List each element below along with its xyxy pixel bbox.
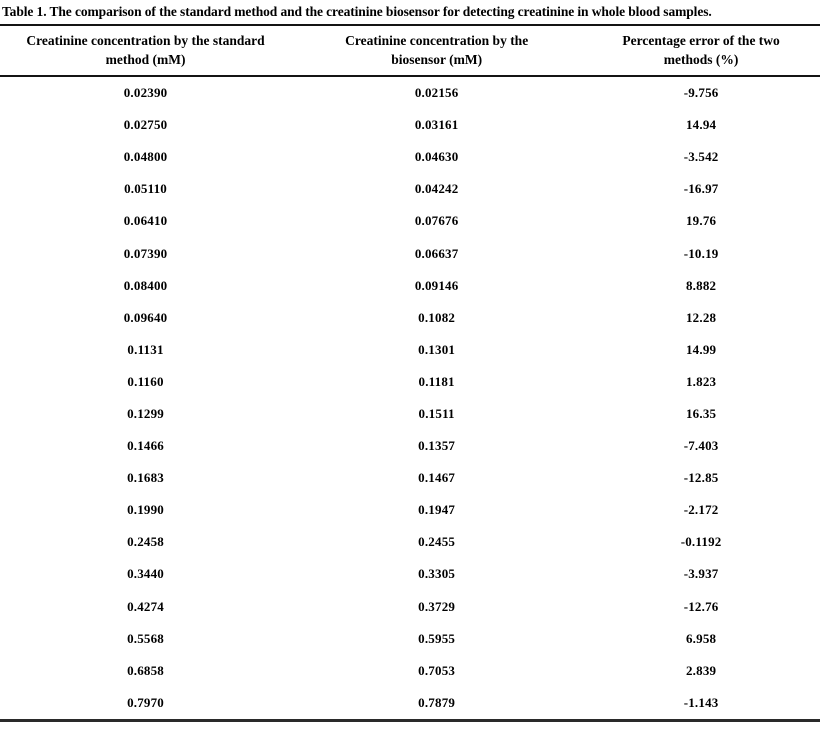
cell-percentage-error: -12.76: [683, 598, 719, 614]
table-row: 0.1299 0.1511 16.35: [0, 398, 820, 430]
table-row: 0.09640 0.1082 12.28: [0, 302, 820, 334]
table-row: 0.3440 0.3305 -3.937: [0, 558, 820, 590]
cell-percentage-error: 12.28: [685, 309, 717, 325]
cell-percentage-error: -0.1192: [680, 534, 722, 550]
cell-standard-method: 0.1299: [127, 405, 165, 421]
cell-standard-method: 0.04800: [123, 149, 168, 165]
table-row: 0.08400 0.09146 8.882: [0, 270, 820, 302]
cell-standard-method: 0.7970: [127, 694, 165, 710]
cell-percentage-error: -1.143: [683, 694, 719, 710]
cell-biosensor: 0.03161: [414, 117, 459, 133]
table-body: 0.02390 0.02156 -9.756 0.02750 0.03161 1…: [0, 76, 820, 720]
cell-standard-method: 0.5568: [127, 630, 165, 646]
table-row: 0.05110 0.04242 -16.97: [0, 173, 820, 205]
table-row: 0.02390 0.02156 -9.756: [0, 76, 820, 109]
cell-biosensor: 0.7053: [418, 662, 456, 678]
cell-biosensor: 0.1467: [418, 470, 456, 486]
table-header: Creatinine concentration by the standard…: [0, 24, 820, 78]
cell-biosensor: 0.1511: [418, 405, 455, 421]
cell-biosensor: 0.04630: [414, 149, 459, 165]
cell-biosensor: 0.1947: [418, 502, 456, 518]
table-row: 0.1990 0.1947 -2.172: [0, 494, 820, 526]
cell-percentage-error: -7.403: [683, 438, 719, 454]
cell-percentage-error: 19.76: [685, 213, 717, 229]
cell-standard-method: 0.05110: [124, 181, 168, 197]
cell-percentage-error: 6.958: [685, 630, 717, 646]
table-row: 0.04800 0.04630 -3.542: [0, 141, 820, 173]
cell-biosensor: 0.02156: [414, 85, 459, 101]
cell-standard-method: 0.02750: [123, 117, 168, 133]
cell-biosensor: 0.3729: [418, 598, 456, 614]
cell-percentage-error: 8.882: [685, 277, 717, 293]
cell-standard-method: 0.1990: [127, 502, 165, 518]
cell-biosensor: 0.3305: [418, 566, 456, 582]
cell-percentage-error: -9.756: [683, 85, 719, 101]
header-row: Creatinine concentration by the standard…: [0, 24, 820, 78]
col-header-percentage-error: Percentage error of the two methods (%): [582, 24, 820, 78]
cell-standard-method: 0.07390: [123, 245, 168, 261]
cell-percentage-error: -3.542: [683, 149, 719, 165]
cell-standard-method: 0.4274: [127, 598, 165, 614]
cell-percentage-error: 16.35: [685, 405, 717, 421]
table-row: 0.7970 0.7879 -1.143: [0, 687, 820, 721]
cell-percentage-error: -3.937: [683, 566, 719, 582]
table-row: 0.6858 0.7053 2.839: [0, 655, 820, 687]
table-row: 0.06410 0.07676 19.76: [0, 205, 820, 237]
cell-standard-method: 0.6858: [127, 662, 165, 678]
cell-standard-method: 0.09640: [123, 309, 168, 325]
col-header-biosensor: Creatinine concentration by the biosenso…: [291, 24, 583, 78]
cell-biosensor: 0.5955: [418, 630, 456, 646]
cell-percentage-error: 2.839: [685, 662, 717, 678]
cell-biosensor: 0.04242: [414, 181, 459, 197]
cell-biosensor: 0.07676: [414, 213, 459, 229]
cell-biosensor: 0.1301: [418, 341, 456, 357]
cell-percentage-error: -10.19: [683, 245, 719, 261]
cell-standard-method: 0.1683: [127, 470, 165, 486]
table-caption: Table 1. The comparison of the standard …: [2, 4, 712, 19]
col-header-standard-method: Creatinine concentration by the standard…: [0, 24, 292, 78]
cell-biosensor: 0.06637: [414, 245, 459, 261]
table-row: 0.02750 0.03161 14.94: [0, 109, 820, 141]
cell-biosensor: 0.1181: [418, 373, 455, 389]
cell-standard-method: 0.1466: [127, 438, 165, 454]
table-row: 0.1683 0.1467 -12.85: [0, 462, 820, 494]
cell-standard-method: 0.3440: [127, 566, 165, 582]
cell-biosensor: 0.7879: [418, 694, 456, 710]
table-row: 0.2458 0.2455 -0.1192: [0, 526, 820, 558]
table-row: 0.5568 0.5955 6.958: [0, 623, 820, 655]
cell-standard-method: 0.1160: [127, 373, 164, 389]
cell-biosensor: 0.2455: [418, 534, 456, 550]
cell-percentage-error: 14.94: [685, 117, 717, 133]
cell-standard-method: 0.1131: [127, 341, 164, 357]
table-row: 0.07390 0.06637 -10.19: [0, 237, 820, 269]
cell-percentage-error: -12.85: [683, 470, 719, 486]
cell-standard-method: 0.06410: [123, 213, 168, 229]
cell-biosensor: 0.09146: [414, 277, 459, 293]
cell-standard-method: 0.2458: [127, 534, 165, 550]
cell-percentage-error: -16.97: [683, 181, 719, 197]
cell-biosensor: 0.1082: [418, 309, 456, 325]
table-row: 0.4274 0.3729 -12.76: [0, 591, 820, 623]
table-row: 0.1131 0.1301 14.99: [0, 334, 820, 366]
cell-percentage-error: 1.823: [685, 373, 717, 389]
cell-standard-method: 0.02390: [123, 85, 168, 101]
table-row: 0.1466 0.1357 -7.403: [0, 430, 820, 462]
cell-percentage-error: 14.99: [685, 341, 717, 357]
cell-standard-method: 0.08400: [123, 277, 168, 293]
cell-percentage-error: -2.172: [683, 502, 719, 518]
cell-biosensor: 0.1357: [418, 438, 456, 454]
comparison-table: Creatinine concentration by the standard…: [0, 23, 820, 722]
table-row: 0.1160 0.1181 1.823: [0, 366, 820, 398]
